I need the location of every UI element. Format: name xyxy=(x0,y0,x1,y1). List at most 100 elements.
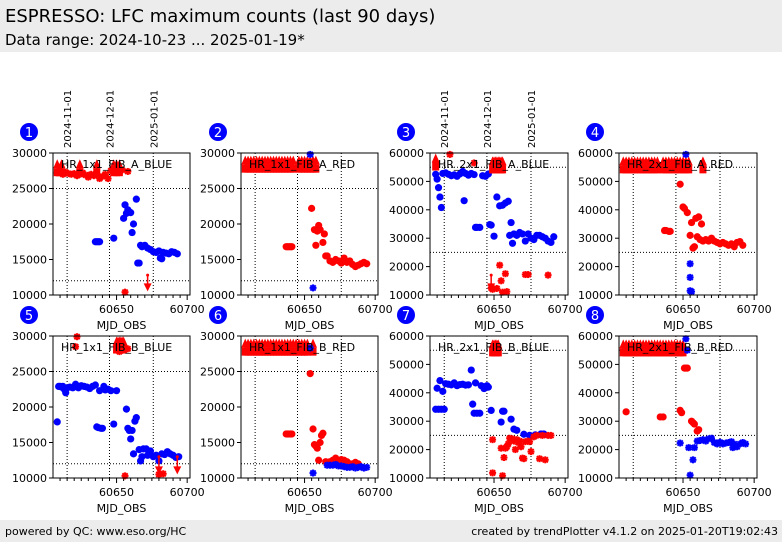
y-tick-label: 10000 xyxy=(389,472,424,485)
panel-badge-number: 6 xyxy=(214,309,222,324)
arrow-head xyxy=(154,466,163,475)
data-point-star xyxy=(686,273,694,281)
star-stroke xyxy=(536,455,543,463)
data-point xyxy=(690,243,699,251)
y-tick-label: 10000 xyxy=(578,289,613,302)
star-stroke xyxy=(309,469,317,477)
y-tick-label: 25000 xyxy=(200,183,235,196)
data-point xyxy=(504,197,512,205)
x-tick-label: 60650 xyxy=(287,303,322,316)
y-tick-label: 60000 xyxy=(389,147,424,160)
panel-badge-number: 4 xyxy=(591,126,599,141)
x-axis-label: MJD_OBS xyxy=(285,319,335,332)
y-tick-label: 10000 xyxy=(200,472,235,485)
arrow-head xyxy=(431,153,440,163)
panel-badge-number: 5 xyxy=(25,309,33,324)
y-tick-label: 15000 xyxy=(200,254,235,267)
panel-badge-number: 8 xyxy=(591,309,599,324)
arrow-body xyxy=(120,345,128,354)
upper-limit-arrow xyxy=(57,159,66,177)
star-stroke xyxy=(470,159,478,167)
star-stroke xyxy=(517,443,525,451)
data-point-star xyxy=(526,438,534,446)
data-point-star xyxy=(682,335,690,343)
star-stroke xyxy=(489,469,496,477)
arrow-head xyxy=(679,339,688,349)
star-stroke xyxy=(489,436,496,443)
arrow-head xyxy=(289,155,298,165)
arrow-head xyxy=(92,159,101,169)
arrow-body xyxy=(432,162,440,171)
plot-frame xyxy=(429,152,569,296)
x-tick-label: 60700 xyxy=(737,486,772,499)
panel-label: HR_1x1_FIB_A_BLUE xyxy=(61,158,172,171)
x-axis-label: MJD_OBS xyxy=(663,502,713,515)
panel-label: HR_2x1_FIB_B_RED xyxy=(627,341,733,354)
data-point-star xyxy=(500,454,508,462)
arrow-head xyxy=(115,159,124,169)
data-point-star xyxy=(685,444,693,452)
y-tick-label: 10000 xyxy=(578,472,613,485)
data-point-star xyxy=(497,277,505,285)
arrow-tail xyxy=(175,455,179,459)
data-point xyxy=(493,193,501,201)
data-point-star xyxy=(682,150,690,158)
star-stroke xyxy=(533,432,541,439)
arrow-body xyxy=(499,165,507,174)
plot-frame xyxy=(240,152,379,296)
arrow-head xyxy=(684,156,693,166)
panel-badge xyxy=(20,123,38,141)
plot-frame xyxy=(618,335,758,479)
y-tick-label: 30000 xyxy=(578,232,613,245)
data-point xyxy=(308,204,316,212)
data-point-star xyxy=(493,284,501,292)
star-stroke xyxy=(496,261,504,269)
panel-7: 7 10000 20000 30000 40000 50000 60000 60650 6070… xyxy=(389,306,583,515)
data-point xyxy=(319,238,327,247)
x-tick-label: 60700 xyxy=(358,303,393,316)
x-axis-label: MJD_OBS xyxy=(474,319,524,332)
arrow-tail xyxy=(146,273,150,277)
data-point xyxy=(122,405,131,413)
data-point-star xyxy=(363,463,371,471)
star-stroke xyxy=(520,455,528,463)
arrow-body xyxy=(679,348,687,357)
arrow-head xyxy=(57,159,66,169)
panel-label: HR_1x1_FIB_B_RED xyxy=(249,341,355,354)
x-axis-label: MJD_OBS xyxy=(97,319,147,332)
arrow-head xyxy=(173,466,182,475)
arrow-body xyxy=(312,164,320,173)
star-stroke xyxy=(497,277,505,285)
x-tick-label: 60700 xyxy=(358,486,393,499)
data-point-star xyxy=(520,455,528,463)
data-point xyxy=(98,424,107,432)
date-label: 2024-12-01 xyxy=(483,90,494,148)
panel-6: 6 10000 15000 20000 25000 30000 60650 60700 MJD_… xyxy=(200,306,393,515)
y-tick-label: 20000 xyxy=(12,218,47,231)
y-tick-label: 30000 xyxy=(389,415,424,428)
page-title: ESPRESSO: LFC maximum counts (last 90 da… xyxy=(5,6,436,27)
plot-frame xyxy=(618,152,758,296)
data-point xyxy=(288,243,296,251)
data-point-star xyxy=(496,261,504,269)
data-point xyxy=(739,241,747,249)
lower-limit-arrow xyxy=(154,455,163,475)
data-point-star xyxy=(527,448,535,456)
y-tick-label: 15000 xyxy=(12,437,47,450)
upper-limit-arrow xyxy=(431,153,440,171)
data-point-star xyxy=(124,167,132,175)
panel-1: 1 2024-11-01 2024-12-01 2025-01-01 10000 1500… xyxy=(12,90,205,332)
data-point-star xyxy=(72,343,80,351)
data-point-star xyxy=(524,271,532,279)
panel-label: HR_2x1_FIB_A_RED xyxy=(627,158,733,171)
star-stroke xyxy=(686,471,694,479)
plot-frame xyxy=(240,335,379,479)
y-tick-label: 20000 xyxy=(12,401,47,414)
data-point xyxy=(676,180,684,188)
y-tick-label: 60000 xyxy=(578,147,613,160)
star-stroke xyxy=(72,343,79,350)
arrow-head xyxy=(653,156,662,166)
y-tick-label: 30000 xyxy=(200,330,235,343)
data-point-star xyxy=(501,270,509,278)
arrow-body xyxy=(494,348,502,357)
